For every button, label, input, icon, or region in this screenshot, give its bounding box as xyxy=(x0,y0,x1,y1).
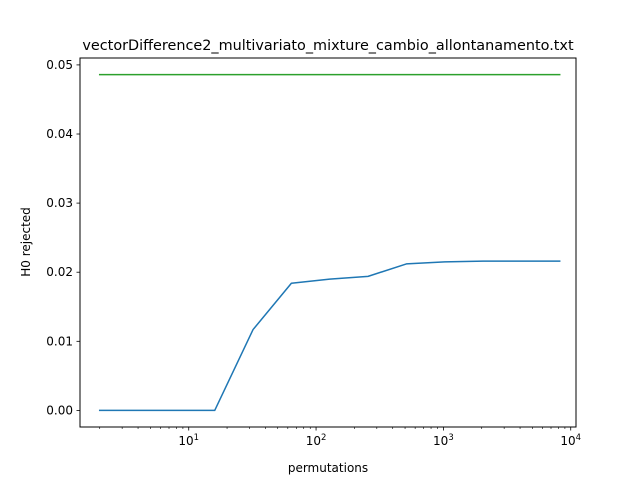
series-line-1 xyxy=(98,260,561,412)
chart-title: vectorDifference2_multivariato_mixture_c… xyxy=(82,38,574,54)
plot-area-frame xyxy=(79,57,577,428)
y-tick-label: 0.04 xyxy=(46,127,73,141)
y-tick-label: 0.02 xyxy=(46,265,73,279)
y-tick-label: 0.03 xyxy=(46,196,73,210)
y-axis-label: H0 rejected xyxy=(19,207,33,277)
x-axis-label: permutations xyxy=(288,461,368,475)
y-tick-label: 0.05 xyxy=(46,58,73,72)
series-layer xyxy=(98,73,561,412)
y-axis-ticks: 0.00 0.01 0.02 0.03 0.04 0.05 xyxy=(46,58,80,417)
y-tick-label: 0.00 xyxy=(46,403,73,417)
y-tick-label: 0.01 xyxy=(46,334,73,348)
